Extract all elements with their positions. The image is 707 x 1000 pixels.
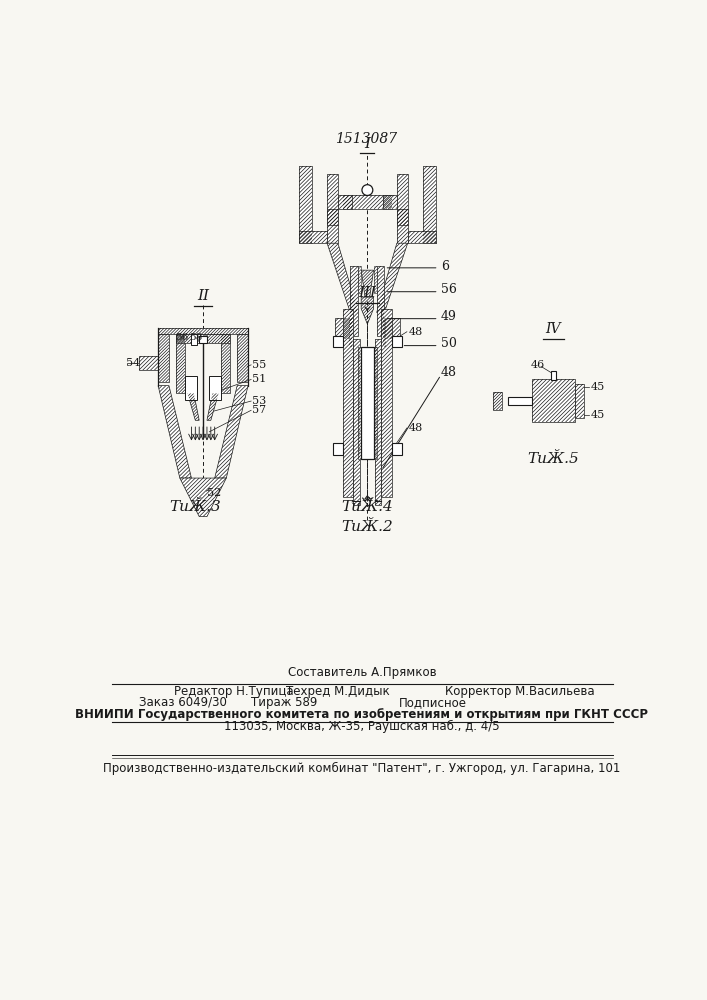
- Polygon shape: [377, 243, 408, 312]
- Polygon shape: [375, 339, 381, 505]
- Polygon shape: [383, 195, 397, 209]
- Text: 48: 48: [441, 366, 457, 379]
- Polygon shape: [158, 386, 192, 478]
- Polygon shape: [361, 270, 373, 297]
- Polygon shape: [221, 334, 230, 393]
- Polygon shape: [299, 166, 312, 243]
- Text: 54: 54: [126, 358, 140, 368]
- Bar: [199, 336, 207, 343]
- Polygon shape: [351, 266, 358, 336]
- Text: 48: 48: [409, 423, 423, 433]
- Text: 6: 6: [441, 260, 449, 273]
- Polygon shape: [361, 297, 373, 324]
- Text: ΤиӁ.3: ΤиӁ.3: [170, 500, 221, 514]
- Polygon shape: [139, 356, 158, 370]
- Polygon shape: [383, 318, 386, 347]
- Polygon shape: [397, 174, 408, 243]
- Text: ΤиӁ.5: ΤиӁ.5: [527, 452, 579, 466]
- Polygon shape: [327, 243, 358, 312]
- Circle shape: [362, 185, 373, 195]
- Text: 49: 49: [441, 310, 457, 323]
- Polygon shape: [381, 309, 392, 497]
- Text: 45: 45: [590, 382, 604, 392]
- Polygon shape: [397, 209, 408, 225]
- Text: 58: 58: [189, 333, 202, 342]
- Text: 56: 56: [441, 283, 457, 296]
- Text: Производственно-издательский комбинат "Патент", г. Ужгород, ул. Гагарина, 101: Производственно-издательский комбинат "П…: [103, 762, 621, 775]
- Text: III: III: [358, 286, 376, 300]
- Text: 48: 48: [409, 327, 423, 337]
- Polygon shape: [343, 309, 354, 497]
- Text: 45: 45: [590, 410, 604, 420]
- Text: Заказ 6049/30: Заказ 6049/30: [139, 696, 227, 709]
- Polygon shape: [408, 231, 436, 243]
- Bar: [209, 376, 221, 400]
- Polygon shape: [158, 328, 248, 334]
- Text: Составитель А.Прямков: Составитель А.Прямков: [288, 666, 436, 679]
- Polygon shape: [493, 392, 502, 410]
- Polygon shape: [358, 347, 361, 459]
- Polygon shape: [354, 339, 360, 505]
- Polygon shape: [237, 334, 248, 382]
- Polygon shape: [180, 478, 226, 517]
- Bar: [332, 336, 343, 347]
- Polygon shape: [349, 318, 352, 347]
- Polygon shape: [423, 166, 436, 243]
- Text: 53: 53: [252, 396, 266, 406]
- Polygon shape: [373, 347, 377, 459]
- Polygon shape: [207, 393, 218, 420]
- Bar: [392, 336, 402, 347]
- Text: ВНИИПИ Государственного комитета по изобретениям и открытиям при ГКНТ СССР: ВНИИПИ Государственного комитета по изоб…: [76, 708, 648, 721]
- Bar: [392, 443, 402, 455]
- Text: 52: 52: [207, 488, 221, 498]
- Text: 55: 55: [252, 360, 266, 370]
- Polygon shape: [176, 334, 185, 393]
- Bar: [361, 347, 373, 459]
- Polygon shape: [215, 386, 248, 478]
- Polygon shape: [299, 231, 327, 243]
- Text: 46: 46: [531, 360, 545, 370]
- Text: Тираж 589: Тираж 589: [251, 696, 317, 709]
- Text: 56: 56: [175, 333, 188, 342]
- Text: Редактор Н.Тупица: Редактор Н.Тупица: [174, 685, 293, 698]
- Polygon shape: [335, 318, 351, 339]
- Bar: [191, 334, 197, 345]
- Bar: [551, 371, 556, 380]
- Text: I: I: [364, 137, 370, 151]
- Text: Техред М.Дидык: Техред М.Дидык: [286, 685, 390, 698]
- Text: 1513087: 1513087: [334, 132, 397, 146]
- Text: II: II: [197, 289, 209, 303]
- Text: 113035, Москва, Ж-35, Раушская наб., д. 4/5: 113035, Москва, Ж-35, Раушская наб., д. …: [224, 720, 500, 733]
- Text: 51: 51: [252, 374, 266, 384]
- Text: IV: IV: [546, 322, 561, 336]
- Bar: [508, 397, 532, 405]
- Text: Подписное: Подписное: [398, 696, 467, 709]
- Polygon shape: [327, 174, 338, 243]
- Polygon shape: [385, 318, 400, 339]
- Polygon shape: [575, 384, 585, 418]
- Text: 57: 57: [252, 405, 266, 415]
- Polygon shape: [158, 334, 169, 382]
- Polygon shape: [377, 266, 385, 336]
- Polygon shape: [358, 266, 361, 293]
- Text: ΤиӁ.2: ΤиӁ.2: [341, 520, 393, 534]
- Polygon shape: [176, 334, 230, 343]
- Polygon shape: [327, 209, 338, 225]
- Bar: [185, 376, 197, 400]
- Text: Корректор М.Васильева: Корректор М.Васильева: [445, 685, 595, 698]
- Polygon shape: [532, 379, 575, 422]
- Text: 50: 50: [441, 337, 457, 350]
- Polygon shape: [343, 195, 392, 209]
- Text: ΤиӁ.4: ΤиӁ.4: [341, 500, 393, 514]
- Polygon shape: [373, 266, 377, 293]
- Bar: [332, 443, 343, 455]
- Polygon shape: [338, 195, 352, 209]
- Polygon shape: [187, 393, 199, 420]
